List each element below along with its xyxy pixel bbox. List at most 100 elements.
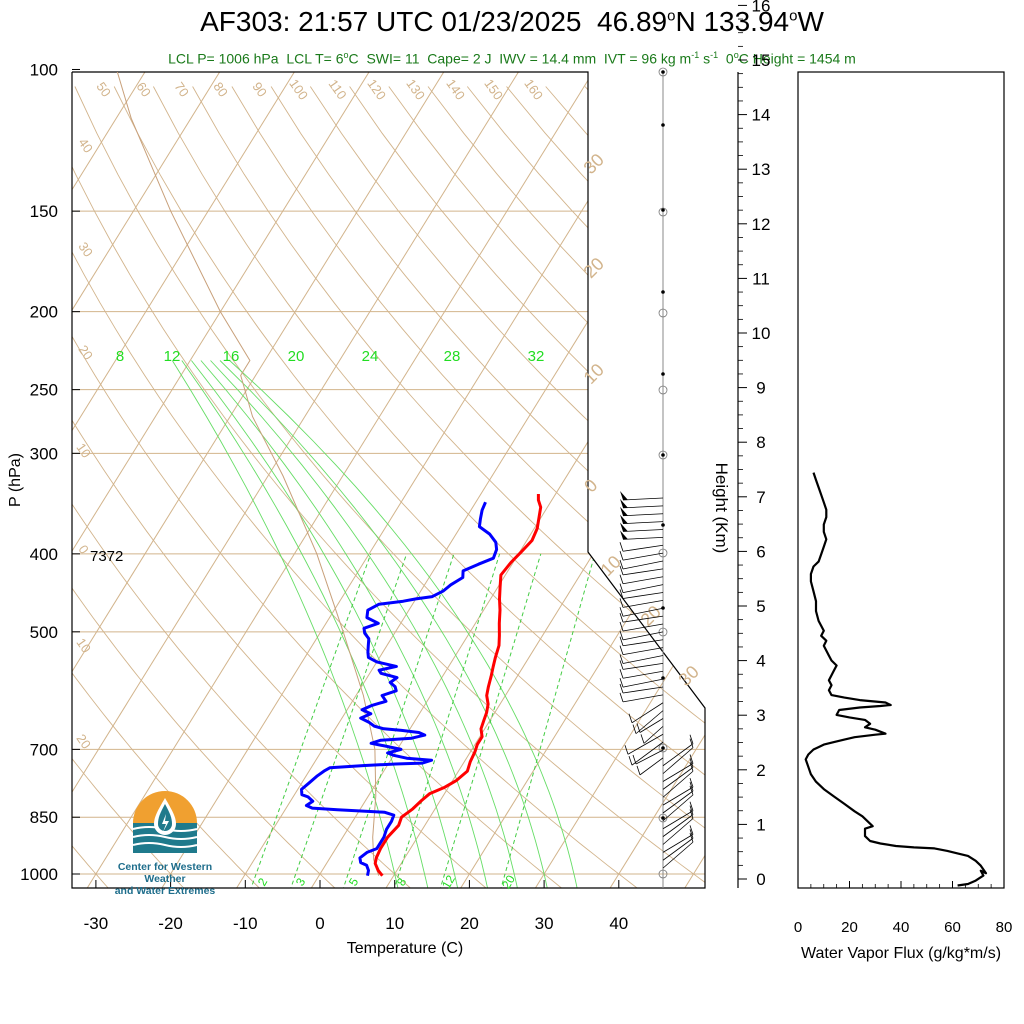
wind-barb-shaft	[622, 694, 664, 703]
wind-barb-shaft	[622, 623, 664, 632]
wind-barb	[619, 677, 664, 688]
isotherm-line	[458, 72, 705, 888]
wind-barb-shaft	[639, 718, 664, 733]
wind-barb-feather	[619, 669, 624, 679]
subtitle-lcl-t: LCL T= 6	[286, 50, 344, 67]
subtitle-freezing-degree: o	[733, 50, 739, 60]
mixing-ratio-line	[341, 553, 455, 888]
wind-barb	[619, 621, 664, 632]
calm-circle	[658, 207, 668, 217]
calm-circle	[658, 627, 668, 637]
flux-profile	[804, 472, 988, 887]
dry-adiabat-line	[231, 86, 705, 888]
wind-barb-feather	[619, 598, 624, 608]
dry-adiabat-label: 80	[210, 79, 231, 99]
height-tick-label: 1	[756, 815, 765, 834]
wind-barb	[619, 683, 664, 694]
dry-adiabat-line	[584, 86, 705, 888]
wind-barb-feather	[619, 660, 624, 670]
isotherm-line	[72, 72, 544, 888]
wind-barb-shaft	[622, 599, 664, 608]
isotherm-line	[72, 72, 394, 888]
wind-barb-shaft	[622, 607, 664, 617]
wind-barb-shaft	[622, 497, 664, 501]
wind-barb-feather	[619, 607, 624, 617]
pressure-tick-label: 100	[30, 60, 58, 79]
wind-barb	[620, 514, 664, 525]
wind-barb	[636, 757, 664, 776]
pressure-tick-label: 400	[30, 545, 58, 564]
calm-circle	[658, 67, 668, 77]
wind-barb	[619, 636, 664, 647]
wind-barb	[620, 506, 664, 517]
water-drop-icon	[132, 791, 198, 853]
moist-adiabat-line	[191, 360, 459, 888]
height-tick-label: 14	[752, 106, 771, 125]
wind-barb	[628, 741, 664, 766]
wind-barb-shaft	[662, 747, 694, 774]
wind-barb	[619, 559, 664, 570]
dry-adiabat-label: 30	[75, 239, 96, 259]
wind-barb-feather	[619, 692, 624, 703]
wind-barb-shaft	[662, 763, 694, 782]
title-time: 21:57 UTC 01/23/2025	[298, 6, 582, 37]
wind-barb	[640, 726, 664, 744]
wind-barb	[619, 692, 664, 703]
dewpoint-profile	[300, 501, 499, 876]
height-tick-label: 10	[752, 324, 771, 343]
barb-dot	[661, 746, 665, 750]
isotherm-label: 30	[675, 662, 703, 690]
mixing-ratio-label: 8	[394, 875, 410, 888]
flux-tick-label: 60	[944, 919, 961, 936]
dry-adiabat-label: 40	[75, 135, 96, 155]
subtitle-ivt-mid: s	[699, 50, 711, 67]
wind-barb-shaft	[622, 544, 664, 552]
wind-barb-shaft	[662, 770, 694, 798]
subtitle-lcl-t-unit: C	[348, 50, 359, 67]
wind-barb-shaft	[622, 576, 664, 585]
title-lat-degree: o	[667, 7, 676, 25]
wind-barb-feather	[619, 583, 624, 593]
wind-barb-feather	[689, 805, 694, 815]
wind-barb-flag	[620, 491, 628, 500]
isotherm-label: 0	[580, 475, 601, 496]
isotherm-line	[72, 72, 320, 888]
wind-barb-shaft	[622, 529, 664, 532]
temperature-tick-label: -20	[158, 914, 183, 933]
wind-barb-shaft	[631, 741, 664, 766]
wind-barb-feather	[619, 612, 624, 623]
calm-circle	[658, 308, 668, 318]
moist-adiabat-label: 8	[116, 348, 124, 365]
isotherm-line	[383, 72, 705, 888]
dry-adiabat-line	[72, 86, 339, 888]
moist-adiabat-label: 12	[164, 348, 181, 365]
dry-adiabat-line	[545, 86, 705, 888]
barb-dot	[661, 123, 665, 127]
wind-barb	[619, 598, 664, 608]
dry-adiabat-line	[192, 86, 705, 888]
dry-adiabat-label: 20	[73, 731, 94, 751]
wind-barb-feather	[619, 645, 624, 655]
chart-subtitle: LCL P= 1006 hPa LCL T= 6oC SWI= 11 Cape=…	[0, 50, 1024, 67]
subtitle-freezing-post: C Height = 1454 m	[738, 50, 856, 67]
subtitle-ivt-exp2: -1	[710, 50, 719, 60]
subtitle-ivt: IVT = 96 kg m	[603, 50, 692, 67]
height-tick-label: 3	[756, 706, 765, 725]
calm-circle	[658, 743, 668, 753]
wind-barb-feather	[689, 801, 694, 811]
wind-barb-feather	[689, 825, 694, 835]
dry-adiabat-line	[309, 86, 705, 888]
wind-barb-feather	[689, 785, 694, 796]
wind-barb	[620, 530, 664, 540]
wind-barb-shaft	[662, 834, 694, 853]
dry-adiabat-line	[72, 86, 490, 888]
dry-adiabat-label: 50	[93, 79, 114, 99]
subtitle-cape: Cape= 2 J	[427, 50, 492, 67]
title-flight: AF303:	[200, 6, 291, 37]
height-tick-label: 11	[752, 269, 770, 288]
wind-barb-shaft	[622, 615, 664, 623]
temperature-tick-label: 40	[609, 914, 628, 933]
wind-barb-feather	[689, 832, 694, 843]
wind-barb-shaft	[622, 670, 664, 679]
height-tick-label: 12	[752, 215, 771, 234]
